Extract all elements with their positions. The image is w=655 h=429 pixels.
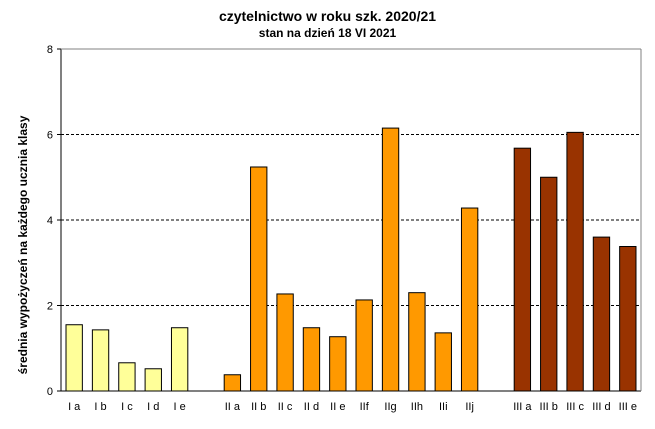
x-tick-label: II e	[330, 401, 345, 413]
bars	[65, 127, 637, 392]
x-tick-label: IIh	[411, 401, 423, 413]
bar	[460, 207, 479, 392]
x-tick-label: III a	[513, 401, 532, 413]
x-tick-label: I d	[147, 401, 159, 413]
bar	[355, 299, 373, 392]
x-tick-label: II c	[278, 401, 293, 413]
x-tick-label: III b	[540, 401, 558, 413]
bar	[276, 293, 294, 392]
x-tick-label: IIi	[439, 401, 448, 413]
bar	[566, 131, 584, 392]
bar	[118, 362, 136, 392]
x-tick-label: IIg	[384, 401, 396, 413]
x-tick-label: I e	[174, 401, 186, 413]
y-axis-label: średnia wypożyczeń na każdego ucznia kla…	[16, 115, 30, 374]
bar	[302, 327, 321, 392]
x-tick-label: IIf	[360, 401, 370, 413]
y-tick-label: 0	[47, 386, 53, 398]
y-tick-label: 2	[47, 301, 53, 313]
bar	[91, 329, 110, 392]
x-tick-label: II d	[304, 401, 319, 413]
x-tick-label: III d	[592, 401, 610, 413]
bar	[592, 236, 611, 392]
bar	[408, 292, 426, 392]
bar	[619, 246, 637, 392]
y-tick-label: 8	[47, 44, 53, 56]
bar	[540, 176, 558, 392]
x-tick-label: I c	[121, 401, 133, 413]
x-tick-label: III c	[566, 401, 584, 413]
chart-subtitle: stan na dzień 18 VI 2021	[258, 26, 397, 40]
bar	[170, 327, 189, 392]
bar	[65, 324, 83, 392]
bar	[381, 127, 400, 392]
x-tick-label: I a	[68, 401, 81, 413]
bar	[223, 374, 242, 392]
bar	[250, 166, 268, 392]
x-tick-label: II b	[251, 401, 266, 413]
bar	[329, 336, 347, 392]
bar	[144, 368, 162, 392]
grid-lines	[61, 134, 641, 306]
x-tick-label: IIj	[465, 401, 474, 413]
x-tick-label: I b	[94, 401, 106, 413]
x-tick-label: II a	[225, 401, 241, 413]
chart-title: czytelnictwo w roku szk. 2020/21	[218, 8, 437, 24]
x-tick-label: III e	[619, 401, 637, 413]
y-tick-label: 4	[47, 215, 53, 227]
bar	[434, 332, 452, 392]
y-tick-label: 6	[47, 130, 53, 142]
bar	[513, 147, 532, 392]
axes: I a I b I c I d I e II a II b II c II d II e IIf II…	[47, 44, 642, 413]
